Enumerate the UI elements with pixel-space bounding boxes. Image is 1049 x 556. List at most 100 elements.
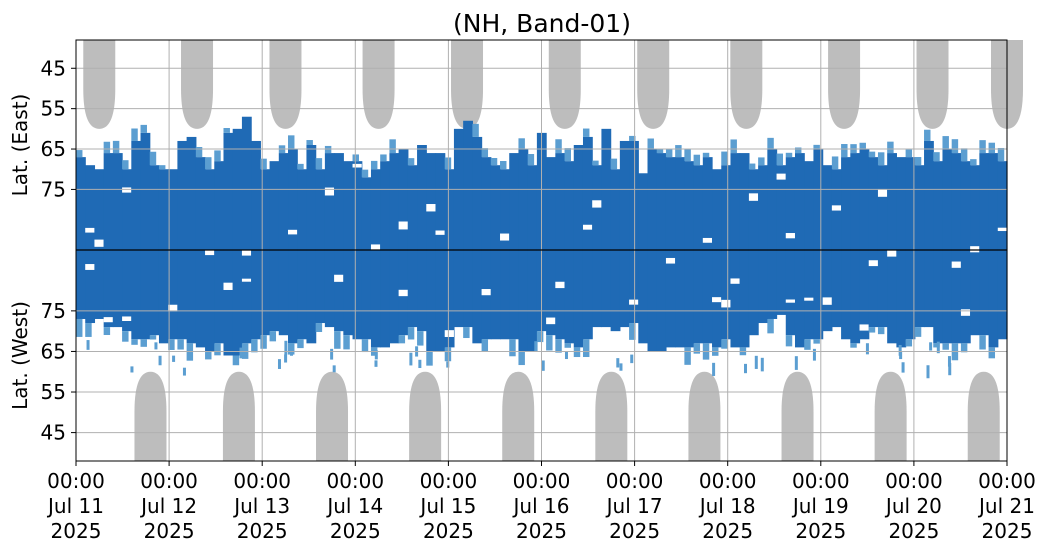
detection-cell (241, 250, 252, 344)
gap (481, 289, 491, 296)
detection-cell-weak (754, 355, 758, 369)
gap (426, 204, 436, 212)
x-tick-label: Jul 18 (698, 494, 756, 518)
detection-cell-weak (85, 323, 92, 337)
detection-cell-weak (182, 367, 186, 376)
x-tick-label: 2025 (330, 519, 381, 543)
daylight-region (502, 371, 535, 461)
detection-cell (103, 153, 114, 250)
gap (831, 205, 842, 211)
detection-cell-weak (315, 158, 323, 170)
detection-cell (647, 250, 658, 352)
detection-cell (278, 153, 289, 250)
x-tick-label: 00:00 (233, 469, 291, 493)
detection-cell-weak (859, 142, 866, 150)
detection-cell (76, 250, 86, 319)
detection-cell (546, 250, 556, 336)
y-tick-label-west: 75 (41, 299, 66, 323)
detection-cell-weak (988, 347, 996, 359)
x-tick-label: 2025 (888, 519, 939, 543)
gap (785, 233, 795, 239)
daylight-region (967, 371, 1000, 461)
gap (205, 249, 215, 256)
detection-cell-weak (794, 147, 802, 154)
gap (868, 260, 878, 267)
detection-cell (251, 250, 261, 340)
detection-cell (500, 169, 510, 250)
detection-cell-weak (536, 331, 544, 343)
detection-cell (767, 250, 778, 319)
detection-cell (315, 169, 326, 250)
gap (592, 200, 602, 208)
detection-cell-weak (315, 323, 323, 333)
detection-cell-weak (284, 340, 288, 355)
detection-cell (527, 165, 538, 250)
detection-cell (214, 250, 225, 344)
y-axis-label-east: Lat. (East) (8, 94, 32, 197)
detection-cell-weak (214, 343, 221, 356)
detection-cell (177, 140, 188, 250)
detection-cell (592, 250, 603, 328)
detection-cell (702, 157, 713, 250)
detection-cell-weak (269, 331, 277, 342)
detection-cell (370, 250, 381, 348)
x-tick-label: Jul 11 (46, 494, 104, 518)
gap (887, 249, 897, 257)
detection-cell-weak (172, 355, 176, 362)
detection-cell-weak (131, 128, 138, 141)
detection-cell-weak (914, 157, 922, 166)
gap (500, 233, 510, 241)
detection-cell-weak (518, 351, 525, 366)
daylight-region (451, 40, 484, 129)
detection-cell (850, 250, 861, 344)
detection-cell (730, 153, 741, 250)
detection-cell (629, 140, 639, 250)
detection-cell (343, 250, 354, 336)
detection-cell-weak (933, 152, 940, 162)
detection-cell (841, 157, 851, 250)
detection-cell (896, 250, 907, 348)
detection-cell-weak (767, 137, 774, 150)
detection-cell (758, 165, 768, 250)
detection-cell (767, 149, 778, 250)
detection-cell (426, 250, 437, 352)
detection-cell (94, 169, 105, 250)
detection-cell-weak (251, 339, 258, 353)
detection-cell (131, 250, 142, 340)
detection-cell-weak (534, 341, 538, 352)
detection-cell-weak (841, 144, 848, 158)
detection-cell-weak (647, 138, 654, 150)
detection-cell (582, 136, 593, 250)
detection-cell (656, 250, 667, 352)
detection-cell-weak (149, 335, 157, 340)
detection-cell-weak (760, 357, 764, 372)
detection-cell (776, 165, 787, 250)
detection-cell (721, 250, 732, 340)
x-tick-label: 00:00 (978, 469, 1036, 493)
detection-cell-weak (924, 129, 931, 141)
gap (85, 264, 95, 270)
detection-cell (794, 153, 805, 250)
x-tick-label: 00:00 (140, 469, 198, 493)
detection-cell-weak (407, 327, 415, 340)
gap (997, 227, 1007, 232)
chart-title: (NH, Band-01) (453, 9, 631, 38)
detection-cell (334, 250, 344, 332)
x-tick-label: 2025 (516, 519, 567, 543)
y-tick-label-east: 75 (41, 177, 66, 201)
detection-cell (103, 250, 114, 328)
gap (288, 229, 298, 235)
detection-cell (647, 149, 658, 250)
detection-cell (232, 250, 243, 356)
detection-cell-weak (898, 344, 902, 356)
detection-cell (269, 161, 280, 250)
detection-cell (407, 165, 418, 250)
detection-cell-weak (630, 354, 634, 364)
detection-cell-weak (481, 148, 489, 158)
gap (122, 187, 132, 193)
detection-cell-weak (149, 151, 157, 166)
detection-cell-weak (140, 124, 147, 133)
detection-cell-weak (942, 136, 949, 150)
detection-cell (324, 153, 335, 250)
x-tick-label: Jul 21 (977, 494, 1035, 518)
